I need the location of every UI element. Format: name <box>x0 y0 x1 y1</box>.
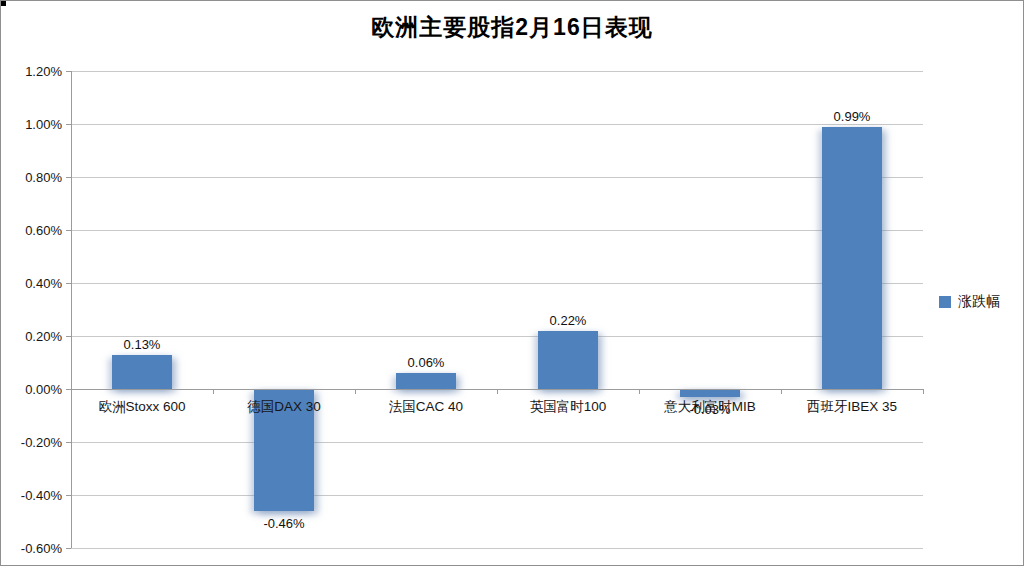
bar-value-label: 0.22% <box>550 313 587 328</box>
legend: 涨跌幅 <box>939 293 1000 311</box>
x-axis-tick <box>923 389 924 394</box>
y-gridline <box>71 177 923 178</box>
chart-title: 欧洲主要股指2月16日表现 <box>1 12 1023 43</box>
y-axis-label: 0.20% <box>1 329 62 344</box>
bar <box>822 127 882 389</box>
resize-handle <box>1 1 6 6</box>
category-label: 欧洲Stoxx 600 <box>98 398 185 416</box>
x-axis-tick <box>781 389 782 394</box>
y-axis-label: 1.20% <box>1 64 62 79</box>
y-gridline <box>71 124 923 125</box>
bar <box>680 389 740 397</box>
y-gridline <box>71 71 923 72</box>
bar-value-label: 0.99% <box>834 109 871 124</box>
bar-value-label: 0.13% <box>124 337 161 352</box>
category-label: 德国DAX 30 <box>247 398 321 416</box>
x-axis-tick <box>355 389 356 394</box>
x-axis-tick <box>213 389 214 394</box>
category-label: 英国富时100 <box>530 398 607 416</box>
y-axis-tick <box>66 548 71 549</box>
bar-value-label: 0.06% <box>408 355 445 370</box>
category-label: 西班牙IBEX 35 <box>807 398 897 416</box>
y-axis-label: -0.20% <box>1 435 62 450</box>
y-gridline <box>71 442 923 443</box>
legend-swatch <box>939 296 951 308</box>
y-axis-label: 1.00% <box>1 117 62 132</box>
x-axis-tick <box>71 389 72 394</box>
y-gridline <box>71 230 923 231</box>
y-axis-label: -0.60% <box>1 541 62 556</box>
bar-value-label: -0.46% <box>263 516 304 531</box>
y-axis-label: 0.40% <box>1 276 62 291</box>
y-gridline <box>71 495 923 496</box>
legend-label: 涨跌幅 <box>958 293 1000 311</box>
y-axis-line <box>71 71 72 548</box>
chart-window: 欧洲主要股指2月16日表现 1.20% 1.00% 0.80% 0.60% 0.40% 0… <box>0 0 1024 566</box>
y-gridline <box>71 283 923 284</box>
y-axis-label: -0.40% <box>1 488 62 503</box>
category-label: 法国CAC 40 <box>389 398 463 416</box>
x-axis-tick <box>639 389 640 394</box>
y-axis-label: 0.80% <box>1 170 62 185</box>
y-gridline <box>71 336 923 337</box>
x-axis-tick <box>497 389 498 394</box>
y-gridline <box>71 548 923 549</box>
y-axis-label: 0.60% <box>1 223 62 238</box>
bar-value-label: -0.03% <box>689 402 730 417</box>
y-axis-label: 0.00% <box>1 382 62 397</box>
bar <box>112 355 172 389</box>
bar <box>396 373 456 389</box>
bar <box>538 331 598 389</box>
